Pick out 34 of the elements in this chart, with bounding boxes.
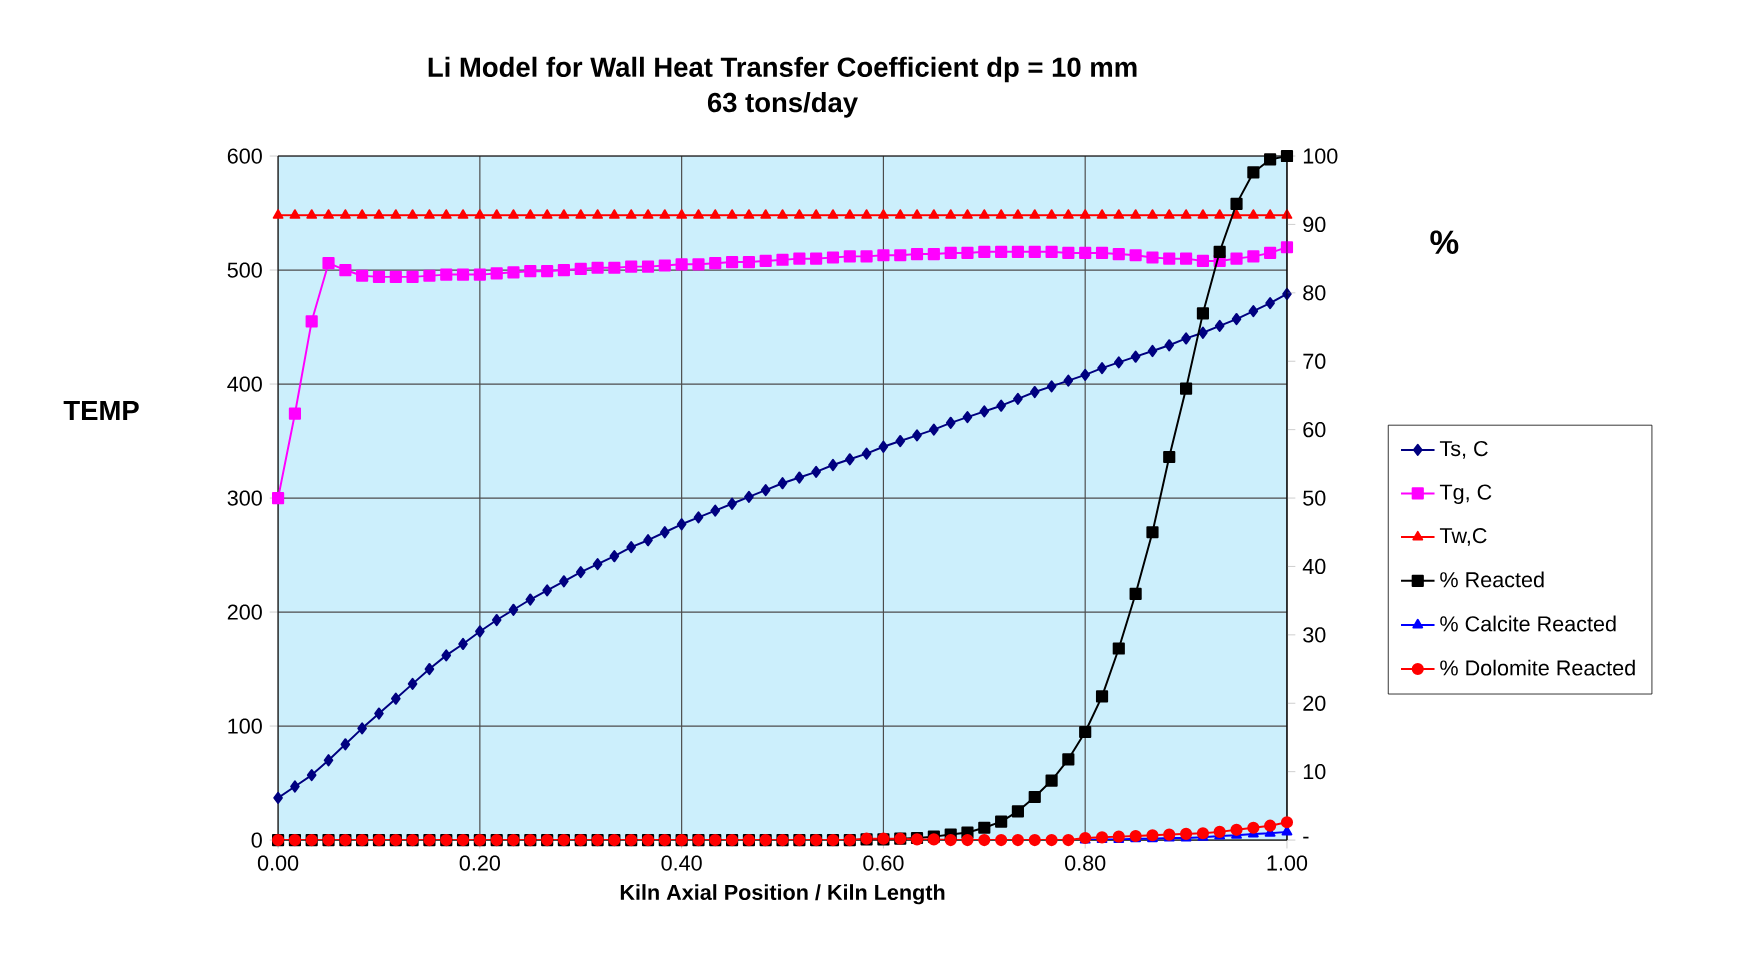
x-tick-label: 0.60 — [863, 855, 904, 871]
x-tick-label: 1.00 — [1267, 855, 1308, 871]
x-axis-title: Kiln Axial Position / Kiln Length — [620, 884, 945, 905]
y2-tick-label: 90 — [1303, 217, 1326, 233]
chart-title: Li Model for Wall Heat Transfer Coefficient dp = 10 mm 63 tons/day — [428, 57, 1137, 118]
x-tick-label: 0.00 — [257, 855, 299, 871]
legend-label: Tw,C — [1439, 528, 1487, 547]
legend-label: % Reacted — [1440, 571, 1544, 588]
y2-tick-label: 70 — [1303, 353, 1326, 370]
legend-label: % Dolomite Reacted — [1440, 659, 1635, 676]
legend-label: Ts, C — [1439, 441, 1488, 459]
legend-label: Tg, C — [1439, 484, 1492, 505]
y-tick-label: 400 — [227, 376, 262, 392]
y-tick-label: 0 — [251, 832, 262, 848]
y-tick-label: 500 — [227, 262, 262, 278]
y2-tick-label: 40 — [1302, 559, 1326, 575]
x-tick-label: 0.80 — [1065, 855, 1106, 871]
y2-tick-label: 50 — [1303, 490, 1326, 506]
legend-label: % Calcite Reacted — [1440, 615, 1616, 632]
y-tick-label: 200 — [227, 604, 262, 620]
y-axis-title: TEMP — [63, 401, 139, 421]
y2-axis-title: % — [1430, 230, 1459, 255]
y2-tick-label: 100 — [1303, 148, 1338, 164]
y2-tick-label: 60 — [1303, 422, 1326, 438]
y-tick-label: 600 — [227, 148, 262, 164]
y2-tick-label: 80 — [1303, 285, 1326, 301]
y-tick-label: 100 — [228, 718, 262, 734]
y-tick-label: 300 — [227, 490, 262, 506]
y2-tick-label: 10 — [1303, 764, 1326, 780]
x-tick-label: 0.20 — [459, 855, 500, 871]
y2-tick-label: 30 — [1303, 627, 1326, 643]
y2-tick-label: - — [1303, 837, 1309, 839]
x-tick-label: 0.40 — [661, 855, 702, 871]
y2-tick-label: 20 — [1303, 695, 1326, 712]
